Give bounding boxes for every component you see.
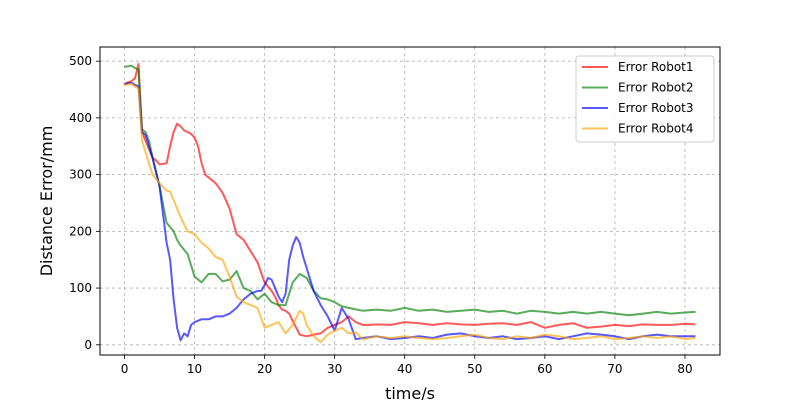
plot-frame	[99, 46, 721, 356]
x-tick-label: 80	[677, 362, 692, 376]
legend-label: Error Robot3	[618, 101, 694, 115]
x-tick-label: 0	[121, 362, 129, 376]
y-tick-label: 0	[84, 338, 92, 352]
y-tick-label: 400	[69, 111, 92, 125]
legend-box	[575, 55, 715, 143]
legend-label: Error Robot2	[618, 81, 694, 95]
x-tick-label: 20	[257, 362, 272, 376]
y-axis-title: Distance Error/mm	[37, 126, 56, 277]
x-tick-label: 40	[397, 362, 412, 376]
y-axis: 0 100 200 300 400 500	[69, 54, 100, 352]
x-tick-label: 70	[607, 362, 622, 376]
x-tick-label: 60	[537, 362, 552, 376]
y-tick-label: 100	[69, 281, 92, 295]
series-line-4	[124, 82, 696, 343]
x-tick-label: 10	[187, 362, 202, 376]
legend-label: Error Robot4	[618, 122, 694, 136]
y-tick-label: 300	[69, 168, 92, 182]
x-tick-label: 50	[467, 362, 482, 376]
series-line-1	[124, 63, 696, 338]
legend: Error Robot1 Error Robot2 Error Robot3 Erro…	[575, 55, 715, 143]
x-axis-title: time/s	[385, 384, 435, 400]
y-tick-label: 500	[69, 54, 92, 68]
legend-label: Error Robot1	[618, 60, 694, 74]
x-tick-label: 30	[327, 362, 342, 376]
series-line-2	[124, 64, 696, 317]
x-axis: 0 10 20 30 40 50 60 70 80	[121, 355, 693, 376]
y-tick-label: 200	[69, 224, 92, 238]
series-lines	[124, 63, 696, 343]
